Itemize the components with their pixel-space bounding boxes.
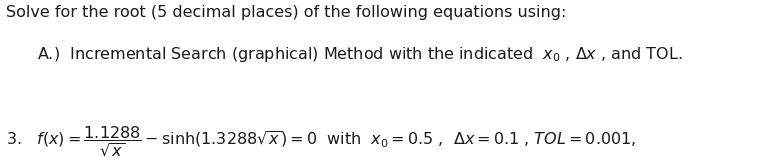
Text: Solve for the root (5 decimal places) of the following equations using:: Solve for the root (5 decimal places) of…: [6, 5, 567, 20]
Text: A.)  Incremental Search (graphical) Method with the indicated  $x_0$ , $\Delta x: A.) Incremental Search (graphical) Metho…: [37, 45, 682, 64]
Text: 3.   $f(x) = \dfrac{1.1288}{\sqrt{x}} - \sinh(1.3288\sqrt{x}) = 0$  with  $x_0 =: 3. $f(x) = \dfrac{1.1288}{\sqrt{x}} - \s…: [6, 125, 636, 160]
